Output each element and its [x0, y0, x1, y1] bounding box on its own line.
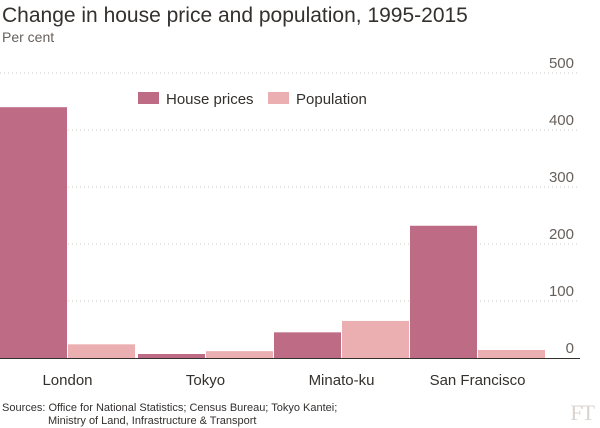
y-tick-label: 500 [549, 55, 574, 72]
legend-swatch-population [268, 92, 289, 104]
y-tick-label: 100 [549, 283, 574, 300]
legend-label-house-prices: House prices [166, 91, 254, 108]
bar-population [342, 320, 409, 358]
bar-house-prices [410, 225, 477, 358]
bar-chart: 0 100 200 300 400 500 London Tokyo Minato-ku San … [0, 55, 580, 389]
source-note: Sources: Office for National Statistics;… [2, 402, 337, 428]
legend-label-population: Population [296, 91, 367, 108]
bar-population [206, 351, 273, 358]
x-tick-label: Minato-ku [309, 372, 375, 389]
source-line-2: Ministry of Land, Infrastructure & Trans… [48, 415, 257, 427]
bar-population [478, 350, 545, 358]
ft-logo: FT [570, 400, 595, 425]
bar-house-prices [0, 107, 67, 358]
x-tick-label: Tokyo [186, 372, 225, 389]
chart-title: Change in house price and population, 19… [2, 4, 468, 27]
x-tick-label: London [42, 372, 92, 389]
chart-subtitle: Per cent [2, 29, 55, 45]
legend-swatch-house-prices [138, 92, 159, 104]
y-tick-label: 300 [549, 169, 574, 186]
y-tick-label: 400 [549, 112, 574, 129]
bar-house-prices [138, 354, 205, 358]
source-line-1: Sources: Office for National Statistics;… [2, 402, 338, 414]
bar-population [68, 344, 135, 358]
y-tick-label: 0 [566, 340, 574, 357]
x-tick-label: San Francisco [430, 372, 526, 389]
y-tick-label: 200 [549, 226, 574, 243]
bar-house-prices [274, 332, 341, 358]
